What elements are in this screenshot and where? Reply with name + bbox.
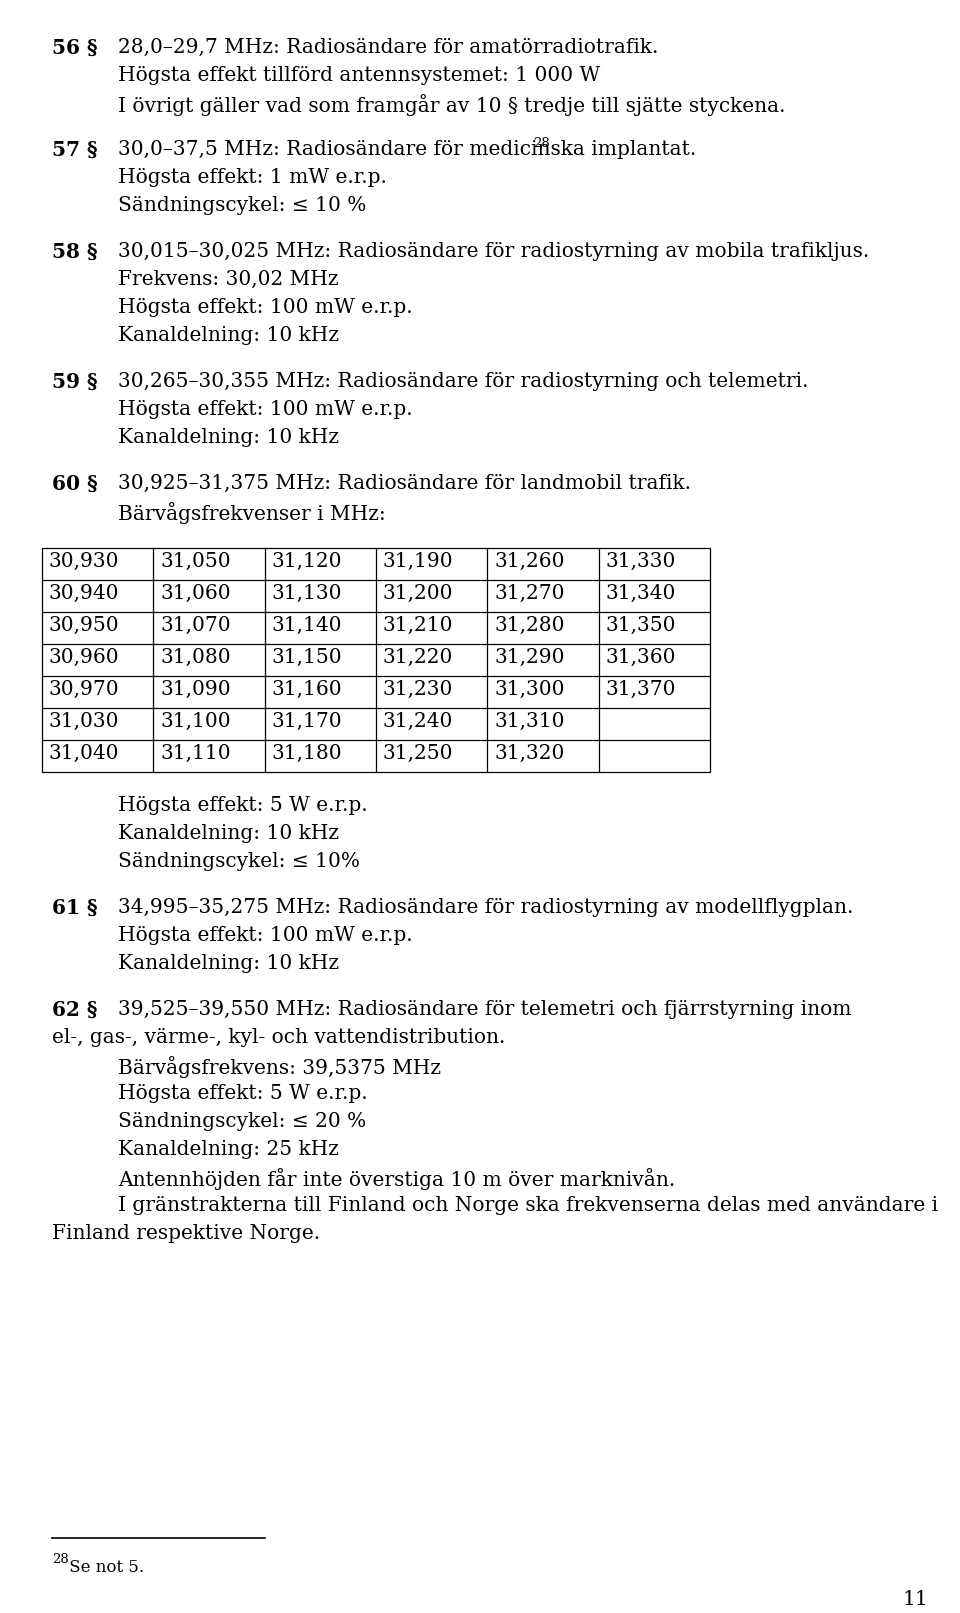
Text: 31,320: 31,320 <box>494 744 564 763</box>
Text: 31,250: 31,250 <box>383 744 453 763</box>
Text: 31,140: 31,140 <box>272 616 342 636</box>
Text: 31,360: 31,360 <box>606 648 676 666</box>
Text: Kanaldelning: 10 kHz: Kanaldelning: 10 kHz <box>118 953 339 973</box>
Text: 30,0–37,5 MHz: Radiosändare för medicinska implantat.: 30,0–37,5 MHz: Radiosändare för medicins… <box>118 140 696 160</box>
Text: Kanaldelning: 10 kHz: Kanaldelning: 10 kHz <box>118 326 339 345</box>
Text: 31,350: 31,350 <box>606 616 676 636</box>
Text: 31,070: 31,070 <box>160 616 230 636</box>
Text: Finland respektive Norge.: Finland respektive Norge. <box>52 1224 320 1244</box>
Text: 31,260: 31,260 <box>494 552 564 571</box>
Text: 31,310: 31,310 <box>494 711 564 731</box>
Text: 34,995–35,275 MHz: Radiosändare för radiostyrning av modellflygplan.: 34,995–35,275 MHz: Radiosändare för radi… <box>118 898 853 918</box>
Text: 31,160: 31,160 <box>272 679 342 698</box>
Text: Bärvågsfrekvens: 39,5375 MHz: Bärvågsfrekvens: 39,5375 MHz <box>118 1057 441 1077</box>
Text: Högsta effekt: 5 W e.r.p.: Högsta effekt: 5 W e.r.p. <box>118 1084 368 1103</box>
Text: 31,090: 31,090 <box>160 679 230 698</box>
Text: 30,930: 30,930 <box>49 552 119 571</box>
Text: 31,220: 31,220 <box>383 648 453 666</box>
Text: Högsta effekt: 100 mW e.r.p.: Högsta effekt: 100 mW e.r.p. <box>118 298 413 318</box>
Text: 31,120: 31,120 <box>272 552 342 571</box>
Text: 31,230: 31,230 <box>383 679 453 698</box>
Text: 31,270: 31,270 <box>494 584 564 603</box>
Text: 31,200: 31,200 <box>383 584 453 603</box>
Text: 58 §: 58 § <box>52 242 98 261</box>
Text: 31,330: 31,330 <box>606 552 676 571</box>
Text: Kanaldelning: 10 kHz: Kanaldelning: 10 kHz <box>118 824 339 844</box>
Text: el-, gas-, värme-, kyl- och vattendistribution.: el-, gas-, värme-, kyl- och vattendistri… <box>52 1027 505 1047</box>
Text: Kanaldelning: 10 kHz: Kanaldelning: 10 kHz <box>118 427 339 447</box>
Text: 31,040: 31,040 <box>49 744 119 763</box>
Text: Högsta effekt tillförd antennsystemet: 1 000 W: Högsta effekt tillförd antennsystemet: 1… <box>118 66 600 85</box>
Text: 60 §: 60 § <box>52 474 98 494</box>
Bar <box>42 548 710 773</box>
Text: 31,030: 31,030 <box>49 711 119 731</box>
Text: 30,265–30,355 MHz: Radiosändare för radiostyrning och telemetri.: 30,265–30,355 MHz: Radiosändare för radi… <box>118 373 808 390</box>
Text: 62 §: 62 § <box>52 1000 97 1019</box>
Text: 30,950: 30,950 <box>49 616 119 636</box>
Text: 31,110: 31,110 <box>160 744 230 763</box>
Text: Högsta effekt: 100 mW e.r.p.: Högsta effekt: 100 mW e.r.p. <box>118 400 413 419</box>
Text: Sändningscykel: ≤ 10%: Sändningscykel: ≤ 10% <box>118 852 360 871</box>
Text: Sändningscykel: ≤ 20 %: Sändningscykel: ≤ 20 % <box>118 1111 367 1131</box>
Text: 31,180: 31,180 <box>272 744 342 763</box>
Text: 31,170: 31,170 <box>272 711 342 731</box>
Text: 31,050: 31,050 <box>160 552 230 571</box>
Text: 31,370: 31,370 <box>606 679 676 698</box>
Text: Frekvens: 30,02 MHz: Frekvens: 30,02 MHz <box>118 269 339 289</box>
Text: 30,960: 30,960 <box>49 648 119 666</box>
Text: 11: 11 <box>902 1590 928 1610</box>
Text: 31,300: 31,300 <box>494 679 564 698</box>
Text: 31,060: 31,060 <box>160 584 230 603</box>
Text: 31,100: 31,100 <box>160 711 230 731</box>
Text: 30,970: 30,970 <box>49 679 119 698</box>
Text: 31,080: 31,080 <box>160 648 230 666</box>
Text: 59 §: 59 § <box>52 373 98 392</box>
Text: 31,290: 31,290 <box>494 648 564 666</box>
Text: 30,015–30,025 MHz: Radiosändare för radiostyrning av mobila trafikljus.: 30,015–30,025 MHz: Radiosändare för radi… <box>118 242 869 261</box>
Text: 31,150: 31,150 <box>272 648 342 666</box>
Text: 28: 28 <box>534 137 550 150</box>
Text: 31,280: 31,280 <box>494 616 564 636</box>
Text: 57 §: 57 § <box>52 140 98 160</box>
Text: Antennhöjden får inte överstiga 10 m över marknivån.: Antennhöjden får inte överstiga 10 m öve… <box>118 1168 675 1190</box>
Text: 61 §: 61 § <box>52 898 98 918</box>
Text: Kanaldelning: 25 kHz: Kanaldelning: 25 kHz <box>118 1140 339 1160</box>
Text: I gränstrakterna till Finland och Norge ska frekvenserna delas med användare i: I gränstrakterna till Finland och Norge … <box>118 1195 938 1215</box>
Text: Bärvågsfrekvenser i MHz:: Bärvågsfrekvenser i MHz: <box>118 502 386 524</box>
Text: 31,190: 31,190 <box>383 552 453 571</box>
Text: 39,525–39,550 MHz: Radiosändare för telemetri och fjärrstyrning inom: 39,525–39,550 MHz: Radiosändare för tele… <box>118 1000 852 1019</box>
Text: 30,940: 30,940 <box>49 584 119 603</box>
Text: Högsta effekt: 5 W e.r.p.: Högsta effekt: 5 W e.r.p. <box>118 795 368 815</box>
Text: 31,130: 31,130 <box>272 584 342 603</box>
Text: 31,210: 31,210 <box>383 616 453 636</box>
Text: 28: 28 <box>52 1553 69 1566</box>
Text: Se not 5.: Se not 5. <box>64 1560 144 1576</box>
Text: I övrigt gäller vad som framgår av 10 § tredje till sjätte styckena.: I övrigt gäller vad som framgår av 10 § … <box>118 94 785 116</box>
Text: Högsta effekt: 1 mW e.r.p.: Högsta effekt: 1 mW e.r.p. <box>118 168 387 187</box>
Text: 31,340: 31,340 <box>606 584 676 603</box>
Text: 56 §: 56 § <box>52 39 98 58</box>
Text: 28,0–29,7 MHz: Radiosändare för amatörradiotrafik.: 28,0–29,7 MHz: Radiosändare för amatörra… <box>118 39 659 56</box>
Text: 30,925–31,375 MHz: Radiosändare för landmobil trafik.: 30,925–31,375 MHz: Radiosändare för land… <box>118 474 691 494</box>
Text: Högsta effekt: 100 mW e.r.p.: Högsta effekt: 100 mW e.r.p. <box>118 926 413 945</box>
Text: 31,240: 31,240 <box>383 711 453 731</box>
Text: Sändningscykel: ≤ 10 %: Sändningscykel: ≤ 10 % <box>118 197 367 215</box>
